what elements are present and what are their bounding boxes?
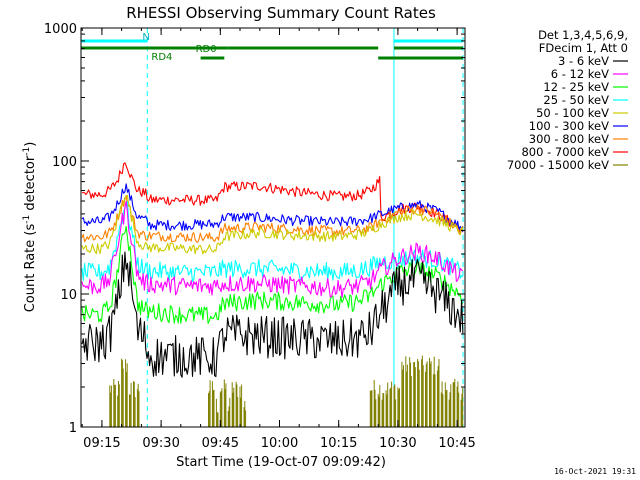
- series-7000-15000-kev: [109, 355, 464, 427]
- plot-frame: [80, 27, 466, 428]
- series-50-100-kev: [80, 190, 464, 255]
- series-line: [81, 225, 464, 325]
- state-label-n: N: [142, 32, 149, 43]
- legend-label: 12 - 25 keV: [543, 80, 609, 94]
- generation-timestamp: 16-Oct-2021 19:31: [554, 467, 636, 476]
- legend-label: 800 - 7000 keV: [521, 145, 609, 159]
- legend-label: 7000 - 15000 keV: [507, 158, 609, 172]
- series-line: [81, 194, 464, 255]
- legend-label: 25 - 50 keV: [543, 93, 609, 107]
- x-tick-label: 09:30: [142, 436, 179, 451]
- legend-header-line-2: FDecim 1, Att 0: [539, 41, 628, 55]
- plot-area: N RD0 RD4 09:15 09:30 09:45 10:00 10:15 10:30 10…: [44, 22, 476, 451]
- series-3-6-kev: [80, 251, 464, 378]
- y-tick-label: 10: [60, 288, 77, 303]
- legend-label: 6 - 12 keV: [551, 67, 609, 81]
- state-label-rd0: RD0: [196, 44, 217, 55]
- x-tick-label: 09:45: [202, 436, 239, 451]
- state-label-rd4: RD4: [151, 52, 172, 63]
- legend: Det 1,3,4,5,6,9, FDecim 1, Att 0 3 - 6 k…: [507, 28, 628, 172]
- legend-header-line-1: Det 1,3,4,5,6,9,: [538, 28, 628, 42]
- series-25-50-kev: [80, 200, 464, 283]
- y-tick-label: 1000: [44, 22, 77, 37]
- legend-label: 100 - 300 keV: [529, 119, 609, 133]
- y-axis-ticks: 1 10 100 1000: [44, 22, 465, 436]
- series-line: [81, 251, 464, 378]
- y-tick-label: 100: [52, 155, 77, 170]
- y-tick-label: 1: [69, 421, 77, 436]
- legend-label: 300 - 800 keV: [529, 132, 609, 146]
- series-line: [81, 194, 464, 243]
- x-axis-ticks: 09:15 09:30 09:45 10:00 10:15 10:30 10:45: [81, 28, 476, 451]
- series-layer: [80, 159, 464, 427]
- series-line: [81, 201, 464, 283]
- y-axis-label: Count Rate (s-1 detector-1): [22, 142, 38, 313]
- chart-title: RHESSI Observing Summary Count Rates: [126, 4, 436, 22]
- x-tick-label: 10:15: [320, 436, 357, 451]
- series-line: [81, 200, 464, 298]
- legend-label: 3 - 6 keV: [558, 54, 609, 68]
- series-line: [81, 162, 464, 235]
- x-tick-label: 09:15: [83, 436, 120, 451]
- x-tick-label: 10:30: [379, 436, 416, 451]
- series-line: [81, 183, 464, 233]
- x-tick-label: 10:00: [261, 436, 298, 451]
- state-bars: N RD0 RD4: [81, 32, 463, 63]
- x-tick-label: 10:45: [438, 436, 475, 451]
- legend-label: 50 - 100 keV: [536, 106, 609, 120]
- x-axis-label: Start Time (19-Oct-07 09:09:42): [176, 455, 386, 470]
